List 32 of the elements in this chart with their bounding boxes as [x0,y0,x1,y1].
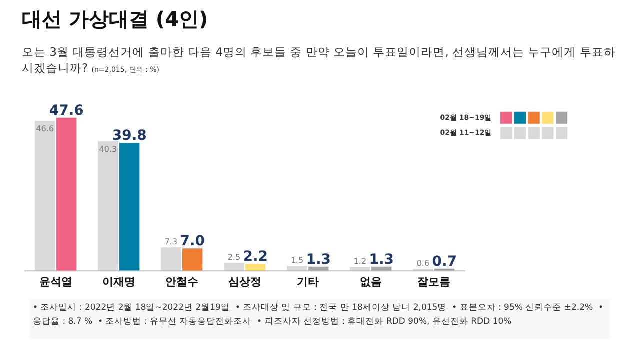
x-tick-label: 심상정 [228,276,262,289]
x-tick-label: 이재명 [102,276,136,289]
bar [56,118,77,272]
x-tick-label: 기타 [296,276,319,289]
data-label: 0.6 [416,259,430,268]
x-tick-label: 잘모름 [417,276,450,289]
data-label: 2.2 [243,248,268,265]
bar [246,264,266,272]
bar [161,248,182,272]
data-label: 46.6 [36,124,54,134]
x-tick-label: 윤석열 [39,276,72,289]
data-label: 7.3 [164,238,178,247]
bar [120,142,140,272]
data-label: 1.5 [290,256,304,266]
data-label: 7.0 [180,234,206,250]
bar [98,141,118,272]
data-label: 47.6 [49,102,84,119]
chart-title: 대선 가상대결 (4인) [22,6,208,33]
bar [35,121,56,272]
data-label: 0.7 [432,254,458,270]
text: 응답율 : 8.7 % • 조사방법 : 유무선 자동응답전화조사 • 피조사자 선정방법 : 휴대전화 RDD 90%, 유선전화 RDD 10% [33,316,512,327]
bar [224,263,244,272]
x-tick-label: 없음 [360,276,382,289]
text: • 조사일시 : 2022년 2월 18일~2022년 2월19일 • 조사대상 및 규모 : 전국 만 18세이상 남녀 2,015명 • 표본오차 : 95% 신뢰수준 ±2.2% • [33,303,604,313]
data-label: 1.2 [354,257,367,266]
x-tick-label: 안철수 [165,276,198,289]
data-label: 39.8 [112,128,147,144]
data-label: 40.3 [99,144,118,154]
data-label: 1.3 [306,252,332,268]
data-label: 1.3 [369,252,394,268]
bar [182,248,203,272]
data-label: 2.5 [228,253,241,262]
